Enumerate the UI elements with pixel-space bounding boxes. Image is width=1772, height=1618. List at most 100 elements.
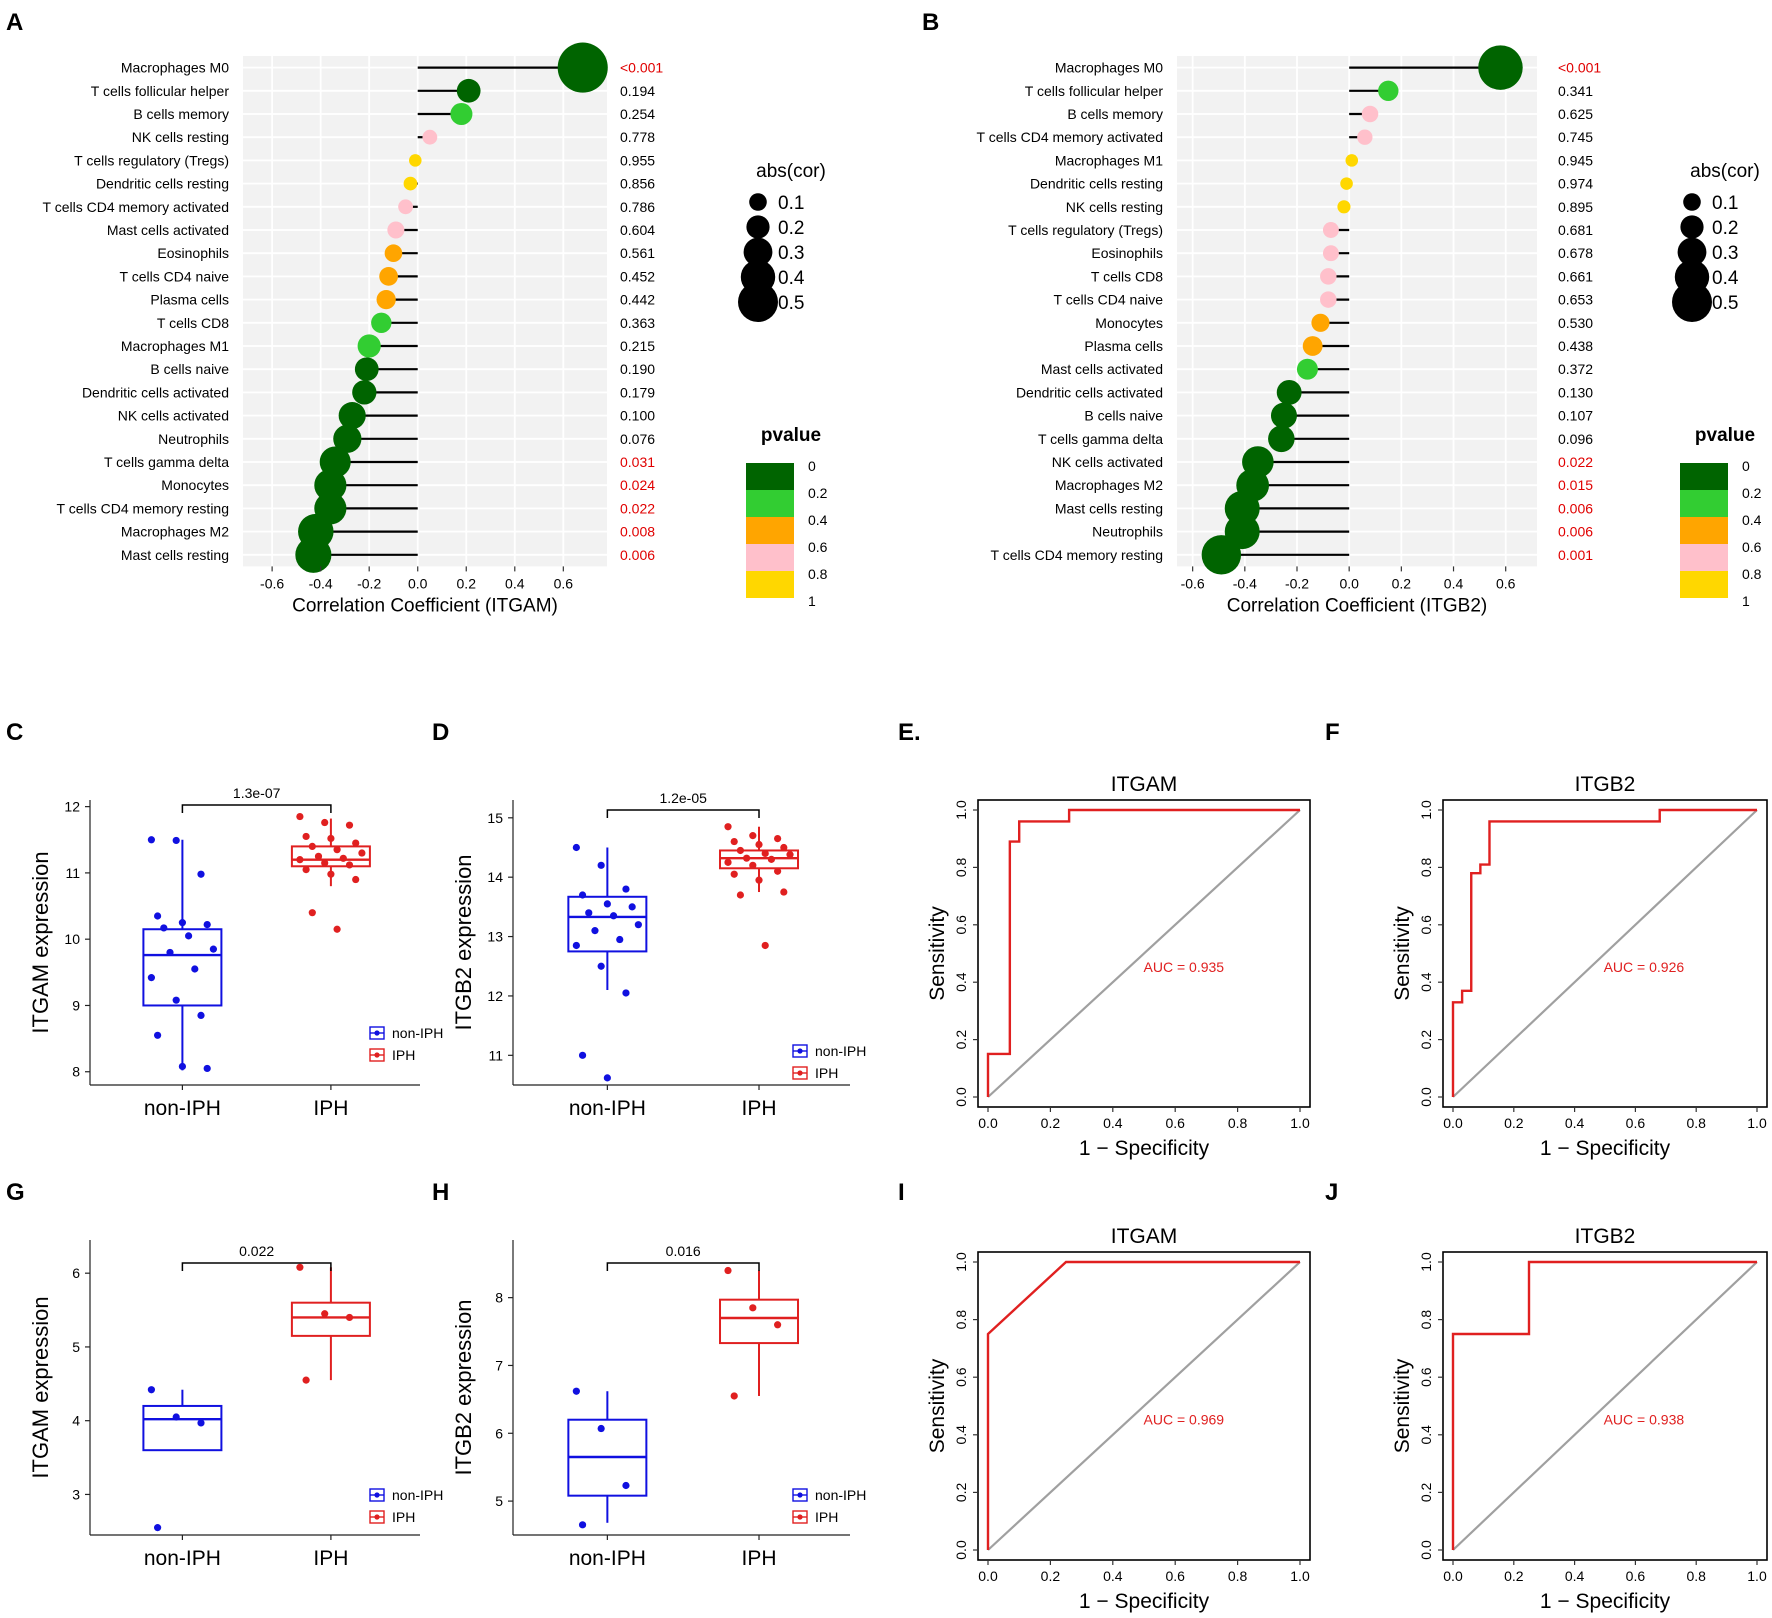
x-tick-label: 1.0 xyxy=(1747,1568,1767,1584)
lollipop-point xyxy=(1345,154,1359,167)
legend-color-swatch xyxy=(1680,463,1728,490)
legend-color-label: 0.6 xyxy=(808,539,828,555)
legend-label: IPH xyxy=(815,1509,838,1525)
panel-label-h: H xyxy=(432,1179,449,1206)
x-tick-label: 0.4 xyxy=(1103,1115,1123,1131)
data-point xyxy=(308,842,316,850)
legend-label: IPH xyxy=(392,1047,415,1063)
category-label: Macrophages M0 xyxy=(1055,60,1163,76)
box xyxy=(290,1301,371,1337)
pvalue-label: 0.006 xyxy=(620,547,655,563)
x-tick-label: 0.2 xyxy=(457,575,477,591)
x-tick-label: non-IPH xyxy=(569,1547,646,1570)
legend-color-label: 0 xyxy=(808,458,816,474)
data-point xyxy=(572,941,580,950)
legend-title: abs(cor) xyxy=(756,161,826,182)
pvalue-label: 0.107 xyxy=(1558,408,1593,424)
significance-bracket xyxy=(606,809,760,818)
data-point xyxy=(774,1321,782,1329)
legend-size-key xyxy=(1677,237,1707,267)
auc-label: AUC = 0.969 xyxy=(1144,1411,1225,1427)
lollipop-point xyxy=(450,102,473,126)
x-tick-label: 0.0 xyxy=(1443,1115,1463,1131)
x-tick-label: 0.8 xyxy=(1228,1568,1248,1584)
data-point xyxy=(352,875,360,884)
data-point xyxy=(197,1419,205,1427)
data-point xyxy=(321,1310,329,1318)
lollipop-point xyxy=(295,536,332,573)
lollipop-point xyxy=(371,312,392,333)
x-tick-label: 0.6 xyxy=(1165,1115,1185,1131)
data-point xyxy=(578,891,587,899)
data-point xyxy=(333,925,341,933)
x-tick-label: -0.4 xyxy=(309,575,333,591)
x-tick-label: IPH xyxy=(742,1097,777,1120)
pvalue-label: 0.438 xyxy=(1558,338,1593,354)
pvalue-label: 0.778 xyxy=(620,129,655,145)
pvalue-label: 0.372 xyxy=(1558,361,1593,377)
pvalue-label: 0.363 xyxy=(620,315,655,331)
lollipop-legend-a: abs(cor) 0.1 0.2 0.3 0.4 0.5 pvalue 0 0.2 0.4 0.6 0… xyxy=(738,161,828,609)
pvalue-label: 0.681 xyxy=(1558,222,1593,238)
pvalue-label: 0.561 xyxy=(620,245,655,261)
legend-size-key xyxy=(1672,282,1712,322)
pvalue-label: 0.341 xyxy=(1558,83,1593,99)
y-tick-label: 7 xyxy=(495,1357,503,1373)
category-label: Mast cells resting xyxy=(121,547,229,563)
data-point xyxy=(147,974,155,982)
x-tick-label: 0.4 xyxy=(1103,1568,1123,1584)
y-tick-label: 5 xyxy=(495,1493,503,1509)
data-point xyxy=(724,858,732,866)
pvalue-label: 0.130 xyxy=(1558,384,1593,400)
legend-size-label: 0.2 xyxy=(778,218,804,239)
boxplot-chart-c: 8 9 10 11 12 ITGAM expression non-IPH IPH 1.3e-0… xyxy=(28,785,443,1120)
legend-size-label: 0.3 xyxy=(1712,243,1738,264)
panel-labels: A B C D E. F G H I J xyxy=(6,9,1340,1206)
data-point xyxy=(597,1424,605,1433)
data-point xyxy=(197,1011,205,1020)
y-tick-label: 1.0 xyxy=(1418,800,1434,820)
data-point xyxy=(603,1074,611,1082)
panel-label-f: F xyxy=(1325,719,1340,746)
box xyxy=(142,928,223,1007)
x-tick-label: 0.4 xyxy=(505,575,525,591)
data-point xyxy=(749,861,757,869)
category-label: Neutrophils xyxy=(158,431,229,447)
x-tick-label: 0.6 xyxy=(1626,1568,1646,1584)
category-label: T cells CD4 memory activated xyxy=(43,199,229,215)
y-tick-label: 0.0 xyxy=(1418,1540,1434,1560)
pvalue-label: 0.530 xyxy=(1558,315,1593,331)
lollipop-point xyxy=(422,129,438,145)
y-tick-label: 13 xyxy=(487,929,503,945)
y-tick-label: 0.6 xyxy=(1418,1367,1434,1387)
legend-color-label: 0.8 xyxy=(808,566,828,582)
y-tick-label: 6 xyxy=(495,1425,503,1441)
roc-curve xyxy=(1451,808,1757,1097)
legend-size-key xyxy=(746,215,770,239)
legend-color-label: 0.4 xyxy=(1742,512,1762,528)
category-label: Dendritic cells resting xyxy=(1030,176,1163,192)
lollipop-point xyxy=(1361,105,1379,123)
y-tick-label: 0.8 xyxy=(1418,857,1434,877)
pvalue-label: 0.022 xyxy=(1558,454,1593,470)
data-point xyxy=(622,885,630,893)
lollipop-point xyxy=(376,289,396,310)
lollipop-point xyxy=(357,334,381,358)
data-point xyxy=(345,861,354,869)
x-tick-label: 0.4 xyxy=(1565,1568,1585,1584)
pvalue-label: 0.194 xyxy=(620,83,655,99)
category-label: T cells follicular helper xyxy=(1025,83,1164,99)
legend-size-label: 0.4 xyxy=(1712,268,1739,289)
lollipop-point xyxy=(1337,200,1351,214)
pvalue-label: 0.190 xyxy=(620,361,655,377)
data-point xyxy=(185,932,193,940)
plot-frame xyxy=(1442,799,1768,1108)
pvalue-label: 0.031 xyxy=(620,454,655,470)
auc-label: AUC = 0.926 xyxy=(1604,959,1685,975)
x-tick-label: 0.2 xyxy=(1041,1568,1061,1584)
category-label: T cells CD8 xyxy=(157,315,229,331)
lollipop-point xyxy=(557,42,608,93)
data-point xyxy=(780,843,788,852)
data-point xyxy=(321,859,329,867)
chart-title: ITGB2 xyxy=(1575,773,1636,796)
